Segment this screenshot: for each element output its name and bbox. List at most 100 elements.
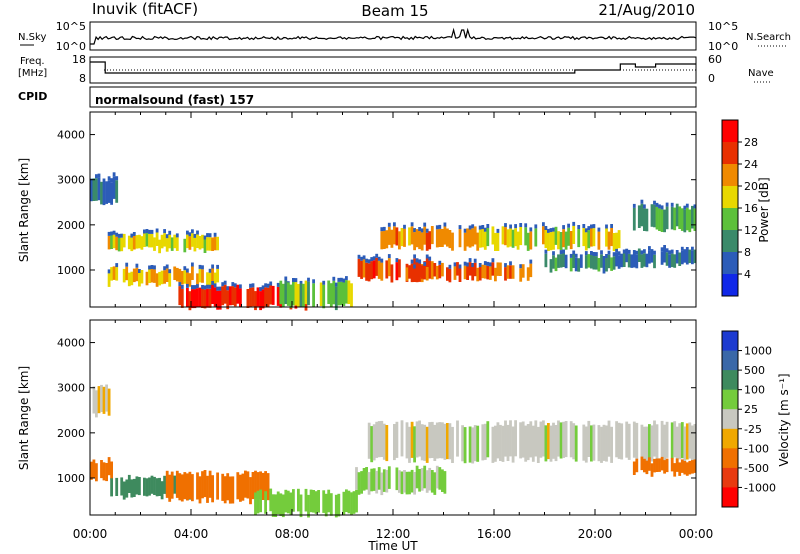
heatmap-cell	[435, 265, 439, 280]
heatmap-cell	[552, 255, 555, 269]
heatmap-cell	[125, 266, 129, 281]
heatmap-cell	[233, 287, 237, 307]
heatmap-cell	[653, 250, 656, 255]
heatmap-cell	[584, 228, 588, 233]
heatmap-cell	[264, 283, 267, 288]
heatmap-cell	[95, 463, 98, 482]
heatmap-cell	[446, 423, 449, 460]
heatmap-cell	[135, 235, 139, 249]
heatmap-cell	[456, 420, 459, 457]
velocity-colorbar: 1000 500 100 25 -25 -100 -500 -1000	[721, 330, 776, 508]
heatmap-cell	[415, 229, 419, 248]
heatmap-cell	[201, 289, 204, 308]
heatmap-cell	[309, 489, 313, 513]
heatmap-cell	[483, 227, 487, 232]
x-tick-label: 00:00	[679, 527, 714, 541]
freq-tick-high: 18	[72, 53, 86, 66]
heatmap-cell	[612, 256, 616, 270]
heatmap-cell	[458, 229, 462, 248]
heatmap-cell	[127, 474, 131, 493]
heatmap-cell	[574, 257, 578, 272]
heatmap-cell	[486, 224, 490, 228]
heatmap-cell	[289, 284, 293, 309]
heatmap-cell	[630, 254, 634, 268]
heatmap-cell	[107, 457, 111, 476]
heatmap-cell	[420, 265, 424, 279]
heatmap-cell	[441, 228, 444, 247]
heatmap-cell	[622, 253, 626, 267]
heatmap-cell	[228, 286, 232, 306]
heatmap-cell	[304, 280, 308, 305]
heatmap-cell	[600, 250, 603, 255]
heatmap-cell	[360, 260, 363, 279]
heatmap-cell	[418, 263, 422, 277]
heatmap-cell	[443, 423, 447, 460]
heatmap-cell	[468, 258, 472, 263]
heatmap-cell	[186, 287, 189, 307]
heatmap-cell	[269, 285, 273, 305]
heatmap-cell	[441, 469, 444, 492]
heatmap-cell	[574, 253, 578, 258]
heatmap-cell	[504, 227, 507, 246]
heatmap-cell	[102, 462, 106, 481]
heatmap-cell	[201, 265, 204, 270]
heatmap-cell	[380, 472, 384, 496]
heatmap-cell	[632, 207, 636, 231]
heatmap-cell	[208, 470, 212, 498]
heatmap-cell	[650, 204, 654, 227]
y-tick-label: 3000	[57, 382, 85, 395]
heatmap-cell	[451, 426, 454, 463]
heatmap-cell	[138, 234, 141, 249]
heatmap-cell	[688, 422, 692, 459]
heatmap-cell	[418, 231, 421, 250]
heatmap-cell	[365, 262, 368, 281]
heatmap-cell	[148, 265, 151, 270]
heatmap-cell	[448, 230, 452, 249]
heatmap-cell	[554, 425, 558, 462]
y-tick-label: 4000	[57, 337, 85, 350]
heatmap-cell	[97, 386, 101, 414]
heatmap-cell	[345, 280, 348, 304]
heatmap-cell	[584, 232, 588, 251]
heatmap-cell	[138, 273, 141, 287]
heatmap-cell	[145, 229, 149, 233]
heatmap-cell	[155, 478, 159, 497]
heatmap-cell	[372, 260, 376, 279]
heatmap-cell	[685, 207, 689, 231]
heatmap-cell	[173, 266, 177, 280]
heatmap-cell	[183, 270, 187, 284]
heatmap-cell	[423, 265, 427, 280]
heatmap-cell	[226, 286, 230, 291]
heatmap-cell	[632, 461, 636, 475]
heatmap-cell	[165, 234, 169, 239]
heatmap-cell	[259, 471, 262, 499]
heatmap-cell	[241, 473, 245, 501]
heatmap-cell	[534, 228, 538, 247]
heatmap-cell	[660, 247, 664, 252]
heatmap-cell	[256, 490, 260, 514]
heatmap-cell	[569, 231, 573, 250]
heatmap-cell	[324, 493, 328, 517]
heatmap-cell	[643, 208, 646, 231]
heatmap-cell	[506, 265, 510, 279]
heatmap-cell	[395, 421, 399, 458]
heatmap-cell	[221, 473, 225, 501]
heatmap-cell	[102, 178, 106, 183]
heatmap-cell	[653, 420, 656, 457]
heatmap-cell	[112, 230, 116, 235]
heatmap-cell	[693, 204, 697, 209]
heatmap-cell	[130, 237, 134, 252]
heatmap-cell	[435, 422, 439, 459]
heatmap-cell	[415, 258, 419, 263]
heatmap-cell	[592, 224, 596, 229]
heatmap-cell	[107, 235, 111, 250]
heatmap-cell	[494, 232, 497, 251]
heatmap-cell	[607, 254, 611, 269]
heatmap-cell	[249, 477, 252, 505]
heatmap-cell	[476, 232, 480, 251]
heatmap-cell	[590, 228, 593, 247]
heatmap-cell	[208, 233, 212, 238]
heatmap-cell	[216, 264, 219, 269]
heatmap-cell	[355, 489, 358, 513]
heatmap-cell	[478, 263, 482, 267]
